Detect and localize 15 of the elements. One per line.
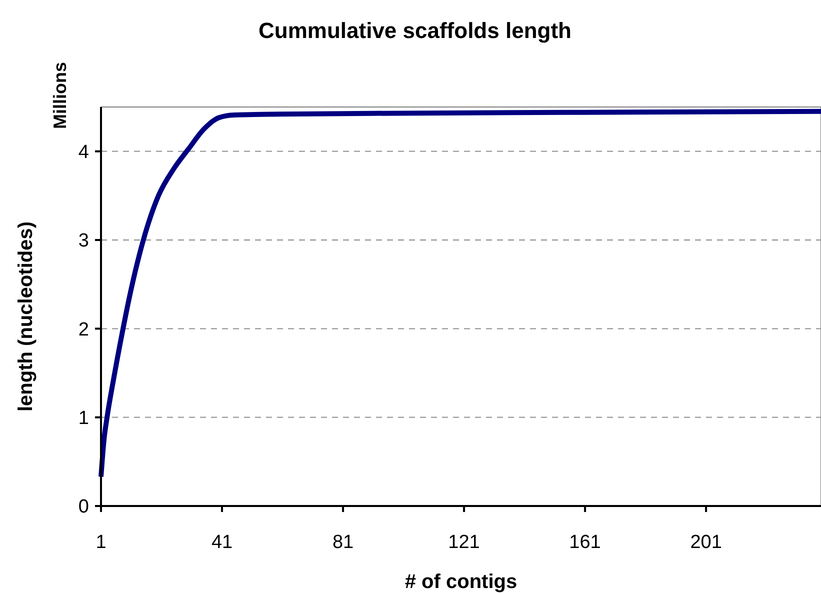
y-axis-title: length (nucleotides)	[15, 222, 37, 412]
x-tick-label: 81	[332, 532, 354, 553]
x-tick-label: 41	[211, 532, 233, 553]
x-tick-label: 201	[690, 532, 722, 553]
chart-title: Cummulative scaffolds length	[258, 18, 572, 43]
text: Millions	[50, 62, 70, 129]
x-tick-label: 1	[96, 532, 106, 553]
x-axis-title: # of contigs	[404, 571, 518, 593]
y-tick-label: 2	[78, 319, 89, 340]
y-tick-label: 1	[78, 408, 89, 429]
y-tick-label: 0	[78, 496, 89, 518]
y-tick-label: 4	[78, 142, 90, 163]
x-tick-label: 161	[569, 532, 601, 553]
y-tick-label: 3	[78, 230, 89, 252]
x-tick-label: 121	[448, 532, 480, 553]
